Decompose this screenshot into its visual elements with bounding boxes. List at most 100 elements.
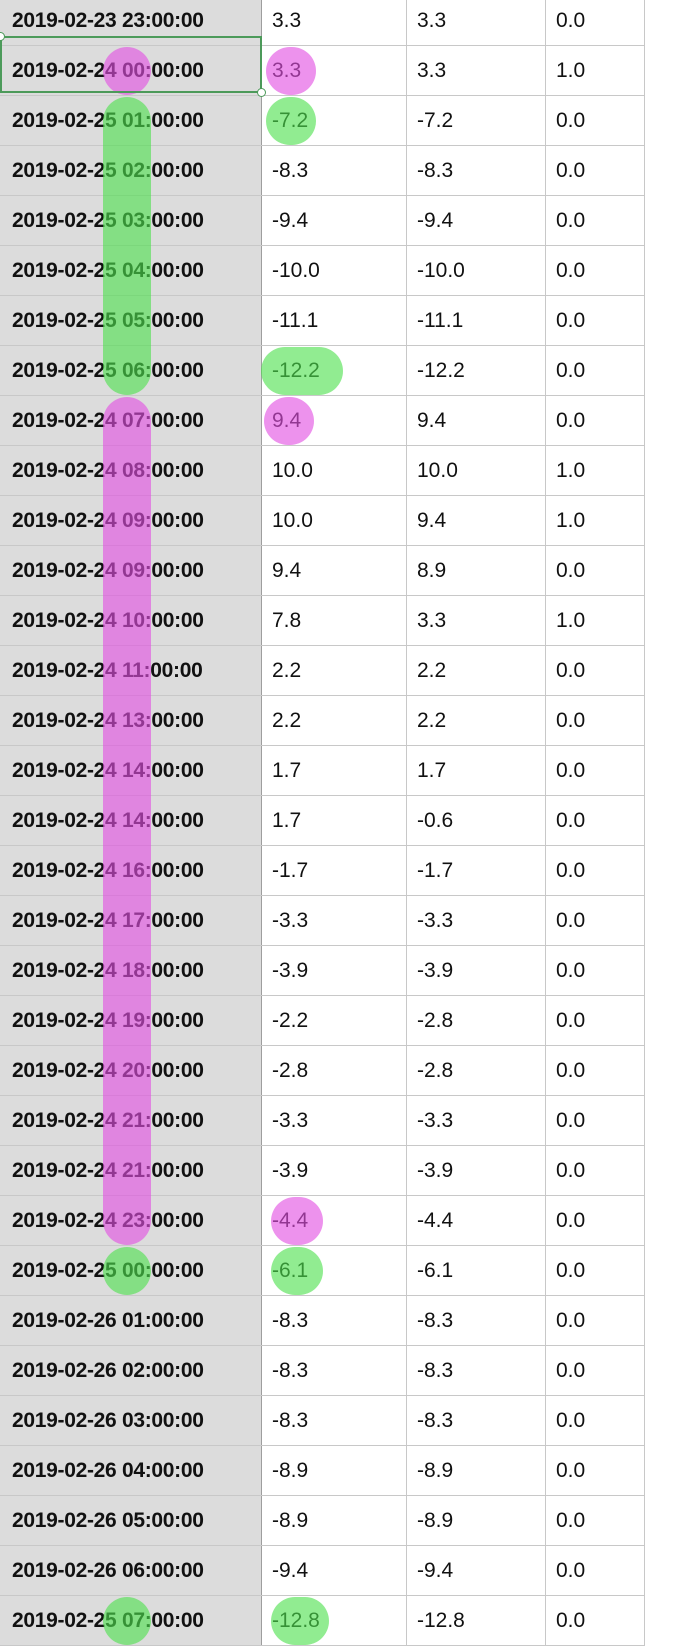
cell-timestamp[interactable]: 2019-02-24 17:00:00 [0,896,262,945]
cell-value-1[interactable]: -3.9 [262,946,407,995]
cell-value-2[interactable]: 9.4 [407,496,546,545]
cell-value-2[interactable]: -7.2 [407,96,546,145]
cell-value-2[interactable]: -8.3 [407,1346,546,1395]
cell-value-1[interactable]: -12.2 [262,346,407,395]
cell-value-1[interactable]: 9.4 [262,396,407,445]
cell-value-3[interactable]: 0.0 [546,1546,645,1595]
cell-value-2[interactable]: 9.4 [407,396,546,445]
cell-value-2[interactable]: -9.4 [407,1546,546,1595]
cell-value-1[interactable]: -8.9 [262,1496,407,1545]
cell-value-1[interactable]: -9.4 [262,1546,407,1595]
cell-value-3[interactable]: 0.0 [546,1296,645,1345]
cell-value-1[interactable]: 7.8 [262,596,407,645]
cell-value-3[interactable]: 0.0 [546,396,645,445]
cell-value-2[interactable]: -8.3 [407,1396,546,1445]
cell-value-1[interactable]: -3.9 [262,1146,407,1195]
cell-timestamp[interactable]: 2019-02-24 00:00:00 [0,46,262,95]
cell-timestamp[interactable]: 2019-02-26 03:00:00 [0,1396,262,1445]
cell-value-3[interactable]: 0.0 [546,146,645,195]
cell-value-3[interactable]: 0.0 [546,746,645,795]
cell-value-1[interactable]: 9.4 [262,546,407,595]
cell-timestamp[interactable]: 2019-02-26 04:00:00 [0,1446,262,1495]
cell-value-1[interactable]: 1.7 [262,796,407,845]
cell-value-2[interactable]: -8.3 [407,146,546,195]
cell-timestamp[interactable]: 2019-02-24 07:00:00 [0,396,262,445]
cell-value-2[interactable]: -8.9 [407,1446,546,1495]
cell-value-2[interactable]: -8.9 [407,1496,546,1545]
cell-value-3[interactable]: 0.0 [546,846,645,895]
cell-value-1[interactable]: 1.7 [262,746,407,795]
cell-timestamp[interactable]: 2019-02-26 02:00:00 [0,1346,262,1395]
cell-value-3[interactable]: 0.0 [546,896,645,945]
cell-value-2[interactable]: -3.9 [407,946,546,995]
cell-value-3[interactable]: 0.0 [546,946,645,995]
cell-value-2[interactable]: -3.3 [407,1096,546,1145]
cell-value-2[interactable]: 1.7 [407,746,546,795]
cell-value-1[interactable]: -3.3 [262,1096,407,1145]
cell-value-1[interactable]: -10.0 [262,246,407,295]
cell-value-3[interactable]: 0.0 [546,1446,645,1495]
cell-value-3[interactable]: 1.0 [546,446,645,495]
cell-value-2[interactable]: 10.0 [407,446,546,495]
cell-value-1[interactable]: 2.2 [262,646,407,695]
cell-value-3[interactable]: 0.0 [546,246,645,295]
cell-value-3[interactable]: 0.0 [546,546,645,595]
cell-timestamp[interactable]: 2019-02-24 16:00:00 [0,846,262,895]
cell-value-3[interactable]: 0.0 [546,1596,645,1645]
cell-value-2[interactable]: 3.3 [407,46,546,95]
cell-value-3[interactable]: 0.0 [546,196,645,245]
cell-timestamp[interactable]: 2019-02-25 00:00:00 [0,1246,262,1295]
cell-value-3[interactable]: 1.0 [546,596,645,645]
cell-timestamp[interactable]: 2019-02-24 09:00:00 [0,496,262,545]
cell-timestamp[interactable]: 2019-02-24 20:00:00 [0,1046,262,1095]
cell-value-1[interactable]: -11.1 [262,296,407,345]
cell-value-3[interactable]: 0.0 [546,1046,645,1095]
cell-value-3[interactable]: 0.0 [546,1496,645,1545]
cell-value-2[interactable]: -2.8 [407,996,546,1045]
cell-value-1[interactable]: -3.3 [262,896,407,945]
cell-timestamp[interactable]: 2019-02-24 21:00:00 [0,1146,262,1195]
cell-value-1[interactable]: 10.0 [262,496,407,545]
cell-value-3[interactable]: 1.0 [546,496,645,545]
cell-value-2[interactable]: -1.7 [407,846,546,895]
cell-value-3[interactable]: 0.0 [546,1146,645,1195]
cell-value-3[interactable]: 0.0 [546,296,645,345]
cell-value-1[interactable]: 10.0 [262,446,407,495]
cell-value-2[interactable]: 3.3 [407,596,546,645]
cell-value-1[interactable]: -2.8 [262,1046,407,1095]
cell-value-1[interactable]: 2.2 [262,696,407,745]
cell-value-3[interactable]: 0.0 [546,796,645,845]
cell-timestamp[interactable]: 2019-02-25 01:00:00 [0,96,262,145]
cell-value-2[interactable]: 2.2 [407,646,546,695]
cell-timestamp[interactable]: 2019-02-25 04:00:00 [0,246,262,295]
cell-timestamp[interactable]: 2019-02-24 18:00:00 [0,946,262,995]
cell-value-3[interactable]: 0.0 [546,1346,645,1395]
cell-value-2[interactable]: -2.8 [407,1046,546,1095]
cell-value-3[interactable]: 1.0 [546,46,645,95]
cell-value-2[interactable]: -9.4 [407,196,546,245]
cell-value-3[interactable]: 0.0 [546,996,645,1045]
cell-value-1[interactable]: -2.2 [262,996,407,1045]
cell-timestamp[interactable]: 2019-02-24 13:00:00 [0,696,262,745]
cell-timestamp[interactable]: 2019-02-25 03:00:00 [0,196,262,245]
cell-timestamp[interactable]: 2019-02-24 14:00:00 [0,796,262,845]
cell-value-2[interactable]: -12.2 [407,346,546,395]
cell-value-1[interactable]: -8.3 [262,1396,407,1445]
cell-value-1[interactable]: 3.3 [262,0,407,45]
cell-value-2[interactable]: 3.3 [407,0,546,45]
cell-value-3[interactable]: 0.0 [546,1096,645,1145]
cell-value-3[interactable]: 0.0 [546,1196,645,1245]
cell-timestamp[interactable]: 2019-02-25 05:00:00 [0,296,262,345]
cell-value-2[interactable]: -3.3 [407,896,546,945]
cell-timestamp[interactable]: 2019-02-25 02:00:00 [0,146,262,195]
cell-value-3[interactable]: 0.0 [546,1396,645,1445]
cell-value-2[interactable]: -3.9 [407,1146,546,1195]
cell-value-1[interactable]: -9.4 [262,196,407,245]
cell-value-2[interactable]: -10.0 [407,246,546,295]
cell-value-1[interactable]: -7.2 [262,96,407,145]
cell-timestamp[interactable]: 2019-02-24 11:00:00 [0,646,262,695]
cell-timestamp[interactable]: 2019-02-24 08:00:00 [0,446,262,495]
cell-value-3[interactable]: 0.0 [546,696,645,745]
cell-value-1[interactable]: -8.3 [262,146,407,195]
cell-value-1[interactable]: -1.7 [262,846,407,895]
